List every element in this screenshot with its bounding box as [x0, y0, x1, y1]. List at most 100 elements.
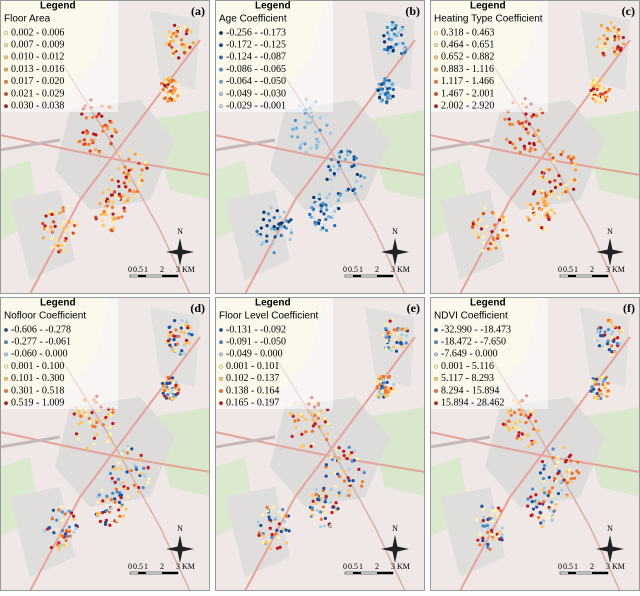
- point: [274, 532, 278, 536]
- point: [391, 345, 396, 349]
- point: [275, 528, 279, 532]
- point: [551, 447, 555, 451]
- point: [325, 437, 329, 442]
- scale-bar: [138, 275, 146, 277]
- legend-swatch: [219, 401, 223, 406]
- point: [119, 493, 124, 497]
- legend-swatch: [219, 364, 223, 369]
- point: [547, 516, 551, 520]
- point: [378, 377, 382, 381]
- panel-letter: (f): [623, 301, 635, 315]
- point: [117, 184, 121, 189]
- point: [380, 82, 384, 86]
- point: [532, 143, 536, 147]
- legend-title: Legend: [470, 1, 506, 12]
- point: [524, 127, 528, 131]
- urban-area: [440, 190, 505, 280]
- point: [166, 393, 170, 397]
- point: [572, 476, 576, 480]
- point: [163, 84, 167, 88]
- legend-swatch: [219, 340, 223, 345]
- legend-label: -0.086 - -0.065: [226, 64, 286, 75]
- point: [383, 92, 387, 96]
- point: [117, 500, 121, 504]
- point: [338, 155, 342, 159]
- point: [481, 524, 485, 528]
- point: [528, 413, 533, 417]
- scale-bar: [377, 572, 393, 574]
- legend-variable: Floor Level Coefficient: [219, 311, 319, 322]
- legend-swatch: [219, 389, 223, 393]
- point: [548, 152, 552, 156]
- point: [619, 46, 623, 50]
- scale-label: 3: [391, 265, 395, 274]
- scale-bar: [592, 275, 608, 277]
- scale-label: 2: [375, 562, 379, 571]
- point: [500, 526, 504, 530]
- point: [567, 154, 571, 159]
- point: [317, 197, 322, 201]
- point: [382, 47, 387, 52]
- point: [319, 228, 323, 232]
- point: [311, 418, 315, 423]
- legend-title: Legend: [255, 1, 291, 12]
- point: [378, 92, 382, 96]
- point: [324, 474, 328, 478]
- point: [186, 326, 190, 330]
- scale-label: 1: [574, 562, 578, 571]
- point: [55, 528, 59, 532]
- scale-label: 0.5: [133, 265, 143, 274]
- point: [284, 541, 289, 545]
- legend-swatch: [434, 401, 438, 406]
- point: [317, 221, 321, 225]
- point: [552, 515, 556, 519]
- point: [161, 88, 165, 92]
- point: [481, 211, 486, 216]
- point: [382, 380, 386, 385]
- point: [169, 80, 173, 84]
- point: [41, 221, 45, 226]
- point: [80, 420, 84, 425]
- point: [112, 190, 117, 194]
- point: [494, 246, 498, 250]
- point: [520, 432, 524, 436]
- point: [389, 332, 393, 336]
- point: [559, 488, 564, 492]
- point: [565, 470, 569, 474]
- point: [390, 28, 394, 32]
- point: [314, 202, 318, 206]
- scale-bar: [568, 572, 576, 574]
- point: [602, 39, 606, 43]
- point: [111, 421, 115, 426]
- point: [394, 34, 399, 38]
- point: [347, 489, 351, 493]
- point: [490, 528, 494, 532]
- point: [285, 219, 289, 223]
- point: [565, 481, 569, 485]
- legend-label: 0.010 - 0.012: [11, 52, 64, 63]
- point: [80, 112, 84, 116]
- point: [356, 457, 360, 461]
- point: [125, 470, 129, 474]
- point: [94, 418, 98, 422]
- point: [83, 142, 87, 146]
- point: [325, 196, 329, 200]
- point: [389, 38, 393, 42]
- point: [322, 486, 326, 490]
- point: [502, 220, 506, 224]
- point: [73, 223, 77, 228]
- point: [594, 382, 598, 386]
- point: [528, 203, 533, 207]
- legend-swatch: [219, 352, 223, 357]
- point: [385, 380, 389, 384]
- point: [323, 416, 327, 421]
- point: [115, 518, 119, 522]
- point: [310, 429, 315, 433]
- point: [41, 236, 45, 240]
- point: [595, 87, 599, 92]
- point: [489, 242, 493, 246]
- point: [180, 349, 184, 353]
- point: [99, 213, 103, 217]
- legend-label: -18.472 - -7.650: [441, 336, 506, 347]
